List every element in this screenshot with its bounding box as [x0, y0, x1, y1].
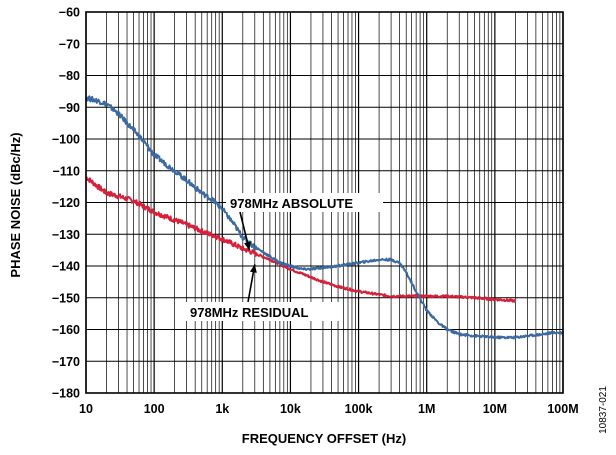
- y-tick-label: −170: [52, 355, 80, 369]
- y-tick-label: −150: [52, 291, 80, 305]
- y-tick-label: −180: [52, 387, 80, 401]
- y-tick-label: −90: [59, 101, 80, 115]
- x-tick-labels: 10 100 1k 10k 100k 1M 10M 100M: [79, 402, 579, 416]
- x-tick-label: 10: [79, 402, 93, 416]
- y-tick-label: −160: [52, 323, 80, 337]
- annotation-residual-label: 978MHz RESIDUAL: [190, 305, 309, 320]
- series-line-residual: [85, 176, 517, 303]
- y-tick-label: −140: [52, 260, 80, 274]
- y-tick-label: −100: [52, 133, 80, 147]
- y-tick-labels: −60 −70 −80 −90 −100 −110 −120 −130 −140 −150 −160…: [52, 6, 80, 401]
- plot-frame: [85, 11, 564, 394]
- x-tick-label: 100k: [345, 402, 373, 416]
- x-tick-label: 10M: [483, 402, 507, 416]
- annotation-residual-box: [186, 302, 343, 321]
- x-tick-label: 1M: [418, 402, 435, 416]
- annotation-absolute-box: [226, 193, 383, 212]
- y-tick-label: −80: [59, 69, 80, 83]
- y-tick-label: −70: [59, 37, 80, 51]
- x-tick-label: 100: [144, 402, 165, 416]
- x-axis-label: FREQUENCY OFFSET (Hz): [242, 431, 406, 446]
- x-tick-label: 100M: [547, 402, 578, 416]
- figure-id: 10837-021: [598, 386, 609, 434]
- y-tick-label: −130: [52, 228, 80, 242]
- series-line-absolute: [85, 95, 564, 340]
- y-tick-label: −120: [52, 196, 80, 210]
- x-tick-label: 1k: [215, 402, 229, 416]
- y-axis-label: PHASE NOISE (dBc/Hz): [8, 132, 23, 277]
- y-tick-label: −60: [59, 6, 80, 20]
- y-tick-label: −110: [53, 164, 81, 178]
- series-layer: [85, 95, 564, 340]
- annotation-residual-arrowhead: [249, 264, 257, 273]
- x-tick-label: 10k: [280, 402, 301, 416]
- annotation-absolute-arrowhead: [244, 241, 251, 251]
- annotation-absolute-label: 978MHz ABSOLUTE: [230, 196, 353, 211]
